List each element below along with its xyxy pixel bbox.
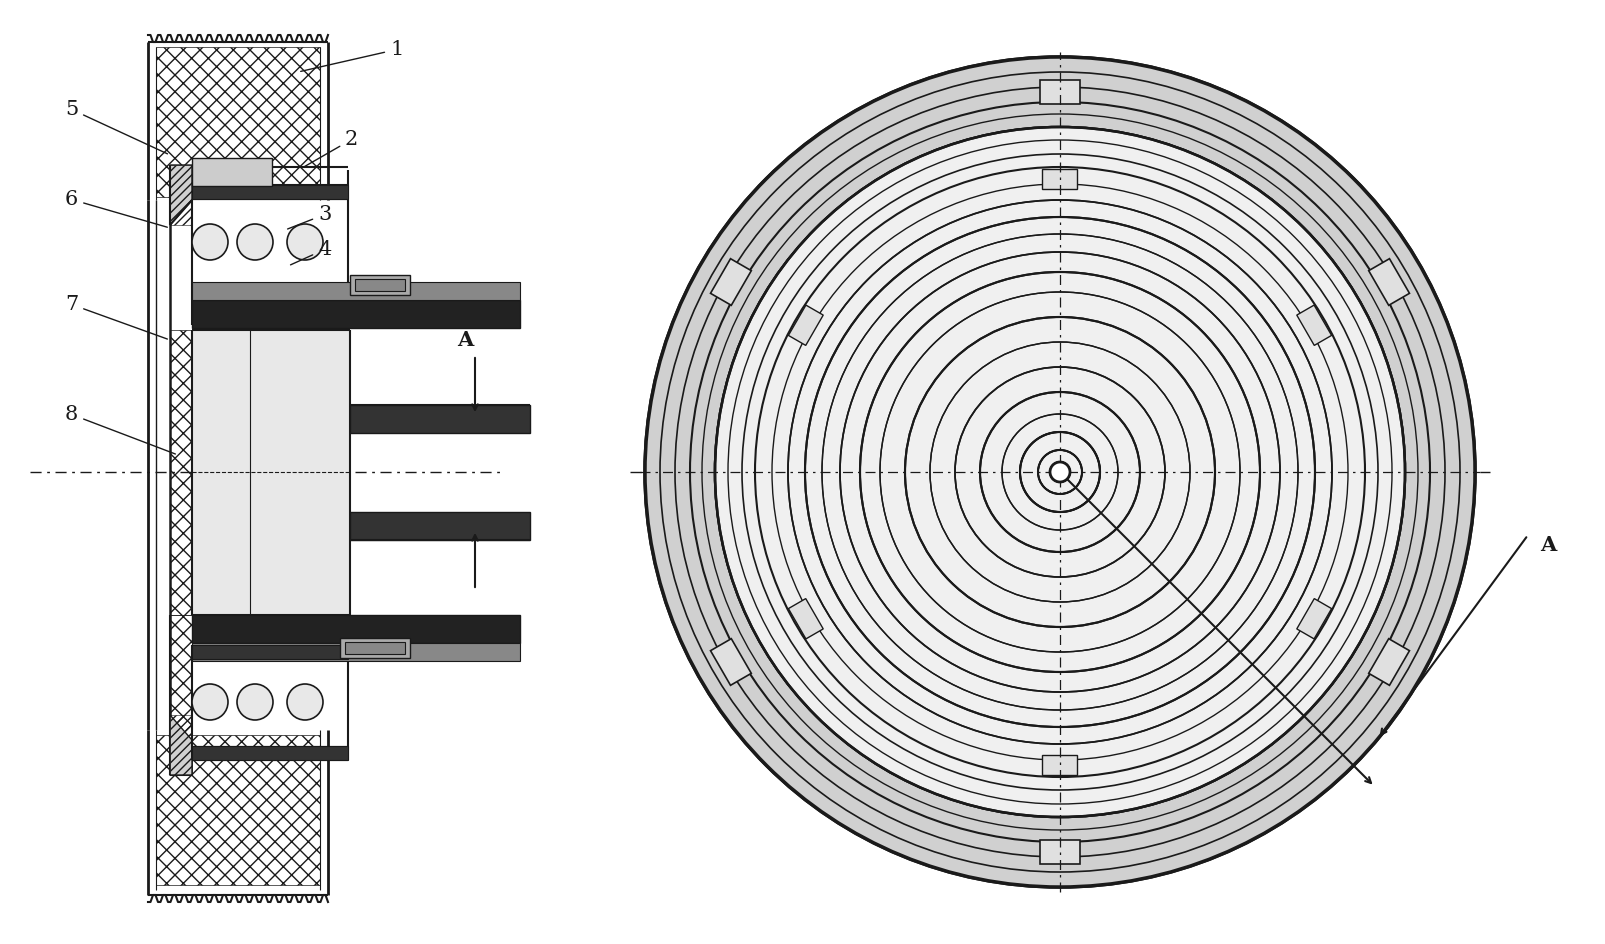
Polygon shape [709, 259, 751, 305]
Polygon shape [1367, 639, 1409, 685]
Text: A: A [456, 330, 473, 350]
Bar [193, 282, 520, 300]
Bar [193, 645, 348, 659]
Bar [340, 638, 409, 658]
Circle shape [1050, 462, 1069, 482]
Polygon shape [709, 639, 751, 685]
Polygon shape [1042, 755, 1077, 776]
Text: A: A [1539, 535, 1555, 555]
Bar [193, 331, 348, 614]
Bar [350, 512, 530, 540]
Polygon shape [1040, 840, 1079, 864]
Polygon shape [170, 715, 193, 775]
Bar [156, 735, 319, 885]
Bar [156, 47, 319, 197]
Bar [170, 330, 193, 615]
Text: 8: 8 [64, 405, 175, 454]
Bar [350, 275, 409, 295]
Bar [170, 715, 193, 775]
Circle shape [287, 684, 323, 720]
Bar [193, 286, 348, 300]
Circle shape [238, 224, 273, 260]
Text: 4: 4 [291, 240, 331, 265]
Polygon shape [170, 165, 193, 225]
Circle shape [238, 684, 273, 720]
Polygon shape [788, 598, 823, 639]
Polygon shape [1295, 598, 1331, 639]
Text: 6: 6 [64, 190, 167, 228]
Text: 5: 5 [64, 100, 167, 154]
Circle shape [714, 127, 1404, 817]
Polygon shape [1367, 259, 1409, 305]
Bar [193, 746, 348, 760]
Text: 1: 1 [300, 40, 403, 72]
Polygon shape [1040, 80, 1079, 104]
Bar [345, 642, 404, 654]
Bar [170, 165, 193, 225]
Text: 2: 2 [305, 130, 358, 167]
Polygon shape [788, 305, 823, 346]
Bar [193, 185, 348, 199]
Bar [193, 615, 520, 643]
Bar [193, 158, 271, 186]
Bar [350, 405, 530, 433]
Polygon shape [1042, 168, 1077, 189]
Circle shape [193, 684, 228, 720]
Wedge shape [645, 57, 1473, 887]
Bar [193, 643, 520, 661]
Polygon shape [1295, 305, 1331, 346]
Bar [170, 615, 193, 775]
Circle shape [642, 55, 1477, 889]
Bar [193, 300, 520, 328]
Circle shape [287, 224, 323, 260]
Text: 3: 3 [287, 205, 331, 229]
Bar [355, 279, 404, 291]
Text: 7: 7 [64, 295, 167, 339]
Circle shape [193, 224, 228, 260]
